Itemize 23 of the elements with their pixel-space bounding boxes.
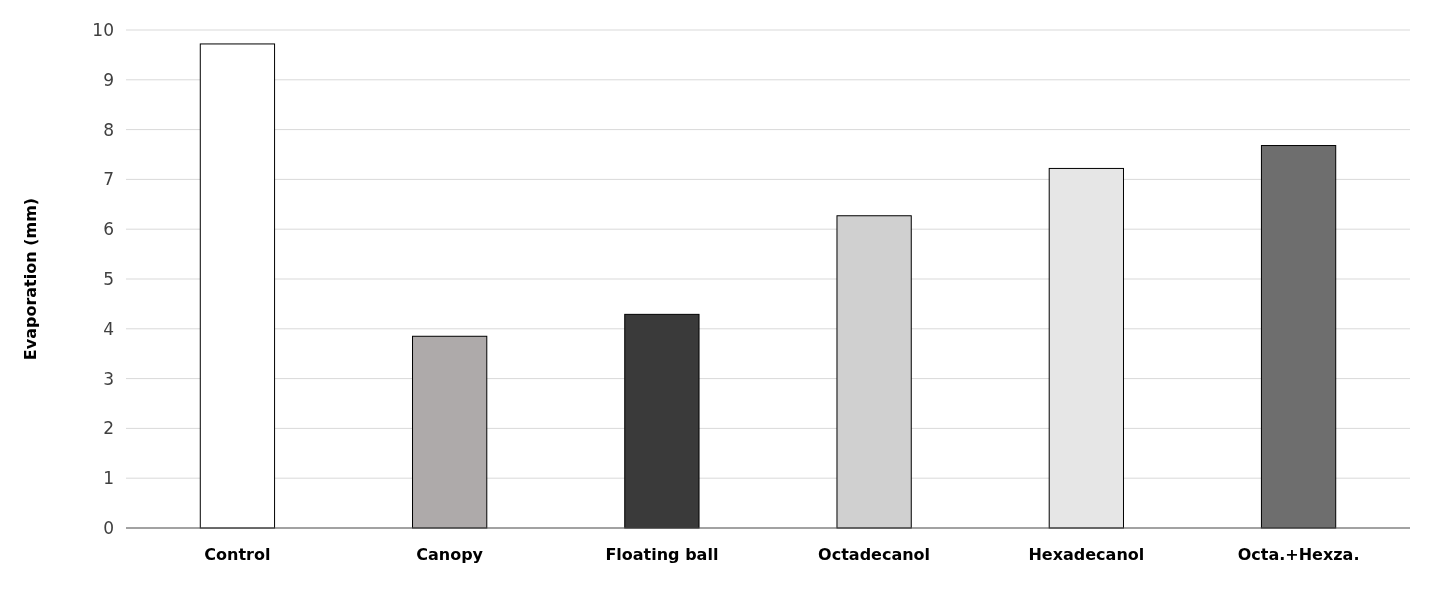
bar [412,335,488,529]
bar [1260,145,1337,529]
x-tick-label: Floating ball [605,545,719,564]
bar [1048,167,1124,529]
y-axis-title: Evaporation (mm) [21,197,40,361]
x-tick-label: Octa.+Hexza. [1237,545,1360,564]
y-tick-label: 5 [103,268,114,289]
y-tick-label: 3 [103,368,114,389]
y-tick-label: 10 [92,19,114,40]
y-tick-label: 9 [103,69,114,90]
y-tick-label: 8 [103,119,114,140]
x-tick-label: Canopy [416,545,484,564]
y-tick-label: 4 [103,318,114,339]
y-tick-label: 6 [103,219,114,240]
y-tick-label: 7 [103,169,114,190]
y-tick-label: 2 [103,418,114,439]
x-tick-label: Hexadecanol [1028,545,1145,564]
bar [199,43,276,529]
x-tick-label: Octadecanol [818,545,931,564]
y-tick-label: 0 [103,517,114,538]
x-tick-label: Control [204,545,271,564]
bar [624,313,700,529]
y-tick-label: 1 [103,468,114,489]
